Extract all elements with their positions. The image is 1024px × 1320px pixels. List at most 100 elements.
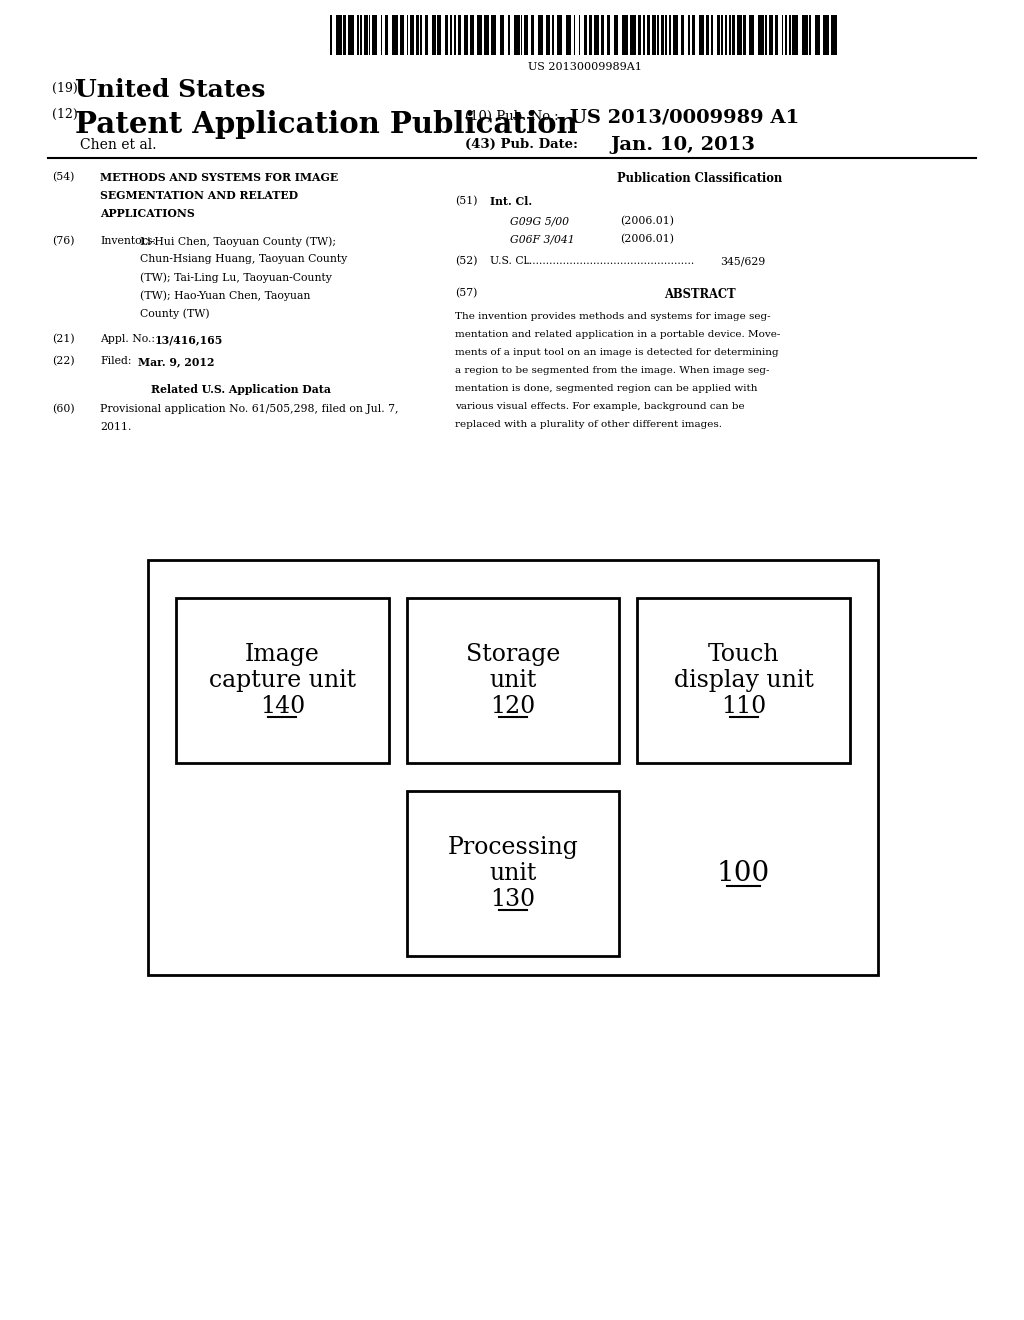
Bar [176,598,389,763]
Text: United States: United States [75,78,265,102]
Bar [514,15,520,55]
Text: Touch: Touch [708,643,779,667]
Text: 345/629: 345/629 [720,256,765,267]
Text: (54): (54) [52,172,75,182]
Text: G06F 3/041: G06F 3/041 [510,234,574,244]
Bar [622,15,628,55]
Bar [594,15,599,55]
Bar [425,15,428,55]
Bar [699,15,705,55]
Bar [665,15,667,55]
Bar [437,15,441,55]
Bar [662,15,664,55]
Text: Mar. 9, 2012: Mar. 9, 2012 [138,356,214,367]
Bar [524,15,528,55]
Bar [470,15,474,55]
Text: 13/416,165: 13/416,165 [155,334,223,345]
Text: (2006.01): (2006.01) [620,216,674,226]
Bar [450,15,452,55]
Bar [732,15,735,55]
Bar [785,15,787,55]
Text: (2006.01): (2006.01) [620,234,674,244]
Bar [614,15,618,55]
Bar [343,15,346,55]
Bar [546,15,550,55]
Bar [637,598,850,763]
Bar [831,15,837,55]
Text: Chen et al.: Chen et al. [80,139,157,152]
Text: County (TW): County (TW) [140,308,210,318]
Text: APPLICATIONS: APPLICATIONS [100,209,195,219]
Text: 110: 110 [721,696,766,718]
Text: SEGMENTATION AND RELATED: SEGMENTATION AND RELATED [100,190,298,201]
Text: (43) Pub. Date:: (43) Pub. Date: [465,139,578,150]
Text: (TW); Tai-Ling Lu, Taoyuan-County: (TW); Tai-Ling Lu, Taoyuan-County [140,272,332,282]
Text: METHODS AND SYSTEMS FOR IMAGE: METHODS AND SYSTEMS FOR IMAGE [100,172,338,183]
Bar [360,15,362,55]
Bar [357,15,359,55]
Text: Related U.S. Application Data: Related U.S. Application Data [152,384,331,395]
Bar [765,15,767,55]
Text: 140: 140 [260,696,305,718]
Bar [630,15,636,55]
Bar [673,15,678,55]
Text: Jan. 10, 2013: Jan. 10, 2013 [610,136,755,154]
Text: capture unit: capture unit [209,669,356,692]
Bar [407,598,620,763]
Bar [385,15,388,55]
Bar [607,15,610,55]
Text: (TW); Hao-Yuan Chen, Taoyuan: (TW); Hao-Yuan Chen, Taoyuan [140,290,310,301]
Bar [692,15,695,55]
Bar [790,15,791,55]
Bar [729,15,731,55]
Text: Storage: Storage [466,643,560,667]
Text: US 2013/0009989 A1: US 2013/0009989 A1 [570,108,800,125]
Bar [815,15,820,55]
Bar [330,15,332,55]
Text: various visual effects. For example, background can be: various visual effects. For example, bac… [455,403,744,411]
Bar [584,15,587,55]
Text: (51): (51) [455,195,477,206]
Text: Li-Hui Chen, Taoyuan County (TW);: Li-Hui Chen, Taoyuan County (TW); [140,236,336,247]
Bar [464,15,468,55]
Bar [769,15,773,55]
Bar [490,15,496,55]
Bar [477,15,482,55]
Bar [737,15,742,55]
Bar [336,15,342,55]
Text: ABSTRACT: ABSTRACT [665,288,736,301]
Bar [531,15,534,55]
Bar [749,15,754,55]
Text: mentation is done, segmented region can be applied with: mentation is done, segmented region can … [455,384,758,393]
Bar [348,15,354,55]
Bar [392,15,398,55]
Bar [823,15,829,55]
Bar [652,15,656,55]
Text: 100: 100 [717,861,770,887]
Text: (76): (76) [52,236,75,247]
Text: Processing: Processing [447,836,579,859]
Bar [407,791,620,956]
Bar [643,15,645,55]
Text: Image: Image [245,643,319,667]
Bar [688,15,690,55]
Text: (19): (19) [52,82,78,95]
Bar [416,15,419,55]
Bar [589,15,592,55]
Bar [809,15,811,55]
Text: The invention provides methods and systems for image seg-: The invention provides methods and syste… [455,312,771,321]
Text: (60): (60) [52,404,75,414]
Bar [717,15,720,55]
Text: (10) Pub. No.:: (10) Pub. No.: [465,110,559,123]
Bar [775,15,778,55]
Text: US 20130009989A1: US 20130009989A1 [528,62,642,73]
Text: Chun-Hsiang Huang, Taoyuan County: Chun-Hsiang Huang, Taoyuan County [140,253,347,264]
Text: 2011.: 2011. [100,422,131,432]
Bar [792,15,798,55]
Bar [420,15,422,55]
Bar [566,15,571,55]
Text: (21): (21) [52,334,75,345]
Bar [657,15,659,55]
Bar [743,15,746,55]
Bar [721,15,723,55]
